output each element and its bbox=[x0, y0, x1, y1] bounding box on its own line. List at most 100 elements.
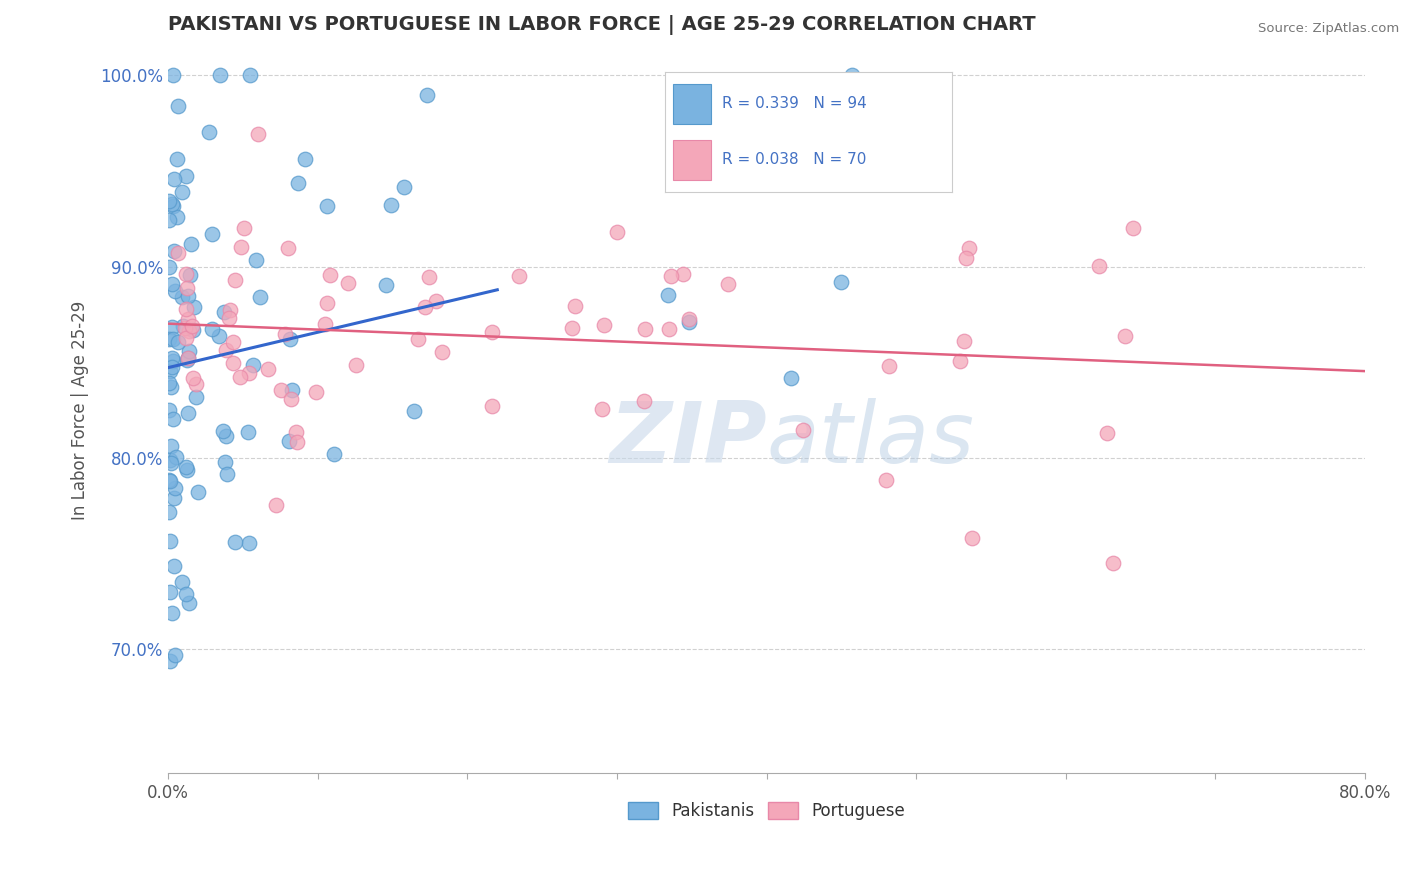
Point bbox=[277, 434, 299, 448]
Point bbox=[249, 290, 271, 304]
Point bbox=[236, 425, 259, 439]
Point bbox=[430, 344, 453, 359]
Point bbox=[257, 362, 280, 376]
Point bbox=[658, 322, 681, 336]
Point bbox=[1097, 425, 1119, 440]
Point bbox=[591, 401, 613, 416]
Point bbox=[177, 351, 200, 366]
Point bbox=[163, 284, 186, 298]
Point bbox=[159, 585, 181, 599]
Point bbox=[160, 359, 183, 374]
Point bbox=[215, 429, 238, 443]
Point bbox=[285, 434, 308, 449]
Point bbox=[415, 88, 437, 103]
Point bbox=[344, 359, 367, 373]
Point bbox=[166, 152, 188, 166]
Point bbox=[174, 267, 197, 281]
Point bbox=[159, 364, 181, 378]
Point bbox=[481, 399, 503, 413]
Point bbox=[242, 358, 264, 372]
Point bbox=[274, 326, 297, 341]
Point bbox=[792, 423, 814, 437]
Point bbox=[180, 236, 202, 251]
Point bbox=[672, 267, 695, 281]
Point bbox=[157, 403, 180, 417]
Point bbox=[157, 194, 180, 208]
Point bbox=[314, 318, 336, 332]
Point bbox=[162, 412, 184, 426]
Point bbox=[280, 392, 302, 407]
Point bbox=[181, 323, 204, 337]
Point bbox=[413, 300, 436, 314]
Point bbox=[222, 356, 245, 370]
Point bbox=[174, 302, 197, 317]
Point bbox=[229, 240, 252, 254]
Point bbox=[177, 596, 200, 610]
Text: Source: ZipAtlas.com: Source: ZipAtlas.com bbox=[1258, 22, 1399, 36]
Point bbox=[380, 198, 402, 212]
Point bbox=[218, 310, 240, 325]
Point bbox=[212, 424, 235, 438]
Point bbox=[239, 68, 262, 82]
Y-axis label: In Labor Force | Age 25-29: In Labor Force | Age 25-29 bbox=[72, 301, 89, 520]
Point bbox=[277, 241, 299, 255]
Point bbox=[418, 270, 440, 285]
Point bbox=[174, 460, 197, 475]
Point bbox=[172, 290, 194, 304]
Point bbox=[184, 390, 207, 404]
Point bbox=[214, 455, 236, 469]
Point bbox=[166, 210, 188, 224]
Point bbox=[322, 447, 344, 461]
Point bbox=[162, 606, 184, 620]
Point bbox=[174, 586, 197, 600]
Point bbox=[163, 244, 186, 258]
Point bbox=[160, 457, 183, 471]
Point bbox=[319, 268, 342, 282]
Point bbox=[167, 246, 190, 260]
Point bbox=[176, 169, 198, 183]
Point bbox=[165, 648, 187, 662]
Point bbox=[561, 321, 583, 335]
Point bbox=[374, 278, 396, 293]
Point bbox=[633, 321, 655, 335]
Point bbox=[162, 332, 184, 346]
Point bbox=[176, 406, 198, 420]
Point bbox=[657, 288, 679, 302]
Point bbox=[177, 324, 200, 338]
Point bbox=[170, 185, 193, 199]
Point bbox=[229, 370, 252, 384]
Point bbox=[162, 277, 184, 291]
Point bbox=[217, 467, 239, 482]
Point bbox=[176, 280, 198, 294]
Point bbox=[392, 179, 415, 194]
Point bbox=[281, 383, 304, 397]
Text: PAKISTANI VS PORTUGUESE IN LABOR FORCE | AGE 25-29 CORRELATION CHART: PAKISTANI VS PORTUGUESE IN LABOR FORCE |… bbox=[169, 15, 1036, 35]
Point bbox=[174, 320, 197, 334]
Point bbox=[163, 491, 186, 505]
Point bbox=[1114, 329, 1136, 343]
Point bbox=[678, 315, 700, 329]
Point bbox=[717, 277, 740, 291]
Point bbox=[246, 127, 269, 141]
Point bbox=[160, 380, 183, 394]
Point bbox=[201, 227, 224, 242]
Point bbox=[315, 296, 337, 310]
Point bbox=[160, 197, 183, 211]
Point bbox=[406, 332, 429, 346]
Point bbox=[1122, 220, 1144, 235]
Point bbox=[177, 344, 200, 359]
Point bbox=[953, 334, 976, 348]
Point bbox=[841, 68, 863, 82]
Text: ZIP: ZIP bbox=[609, 398, 766, 481]
Point bbox=[780, 371, 803, 385]
Point bbox=[157, 505, 180, 519]
Point bbox=[162, 199, 184, 213]
Point bbox=[162, 320, 184, 334]
Point bbox=[1087, 260, 1109, 274]
Point bbox=[177, 311, 200, 326]
Point bbox=[172, 574, 194, 589]
Text: atlas: atlas bbox=[766, 398, 974, 481]
Point bbox=[183, 300, 205, 314]
Point bbox=[508, 268, 530, 283]
Point bbox=[162, 353, 184, 368]
